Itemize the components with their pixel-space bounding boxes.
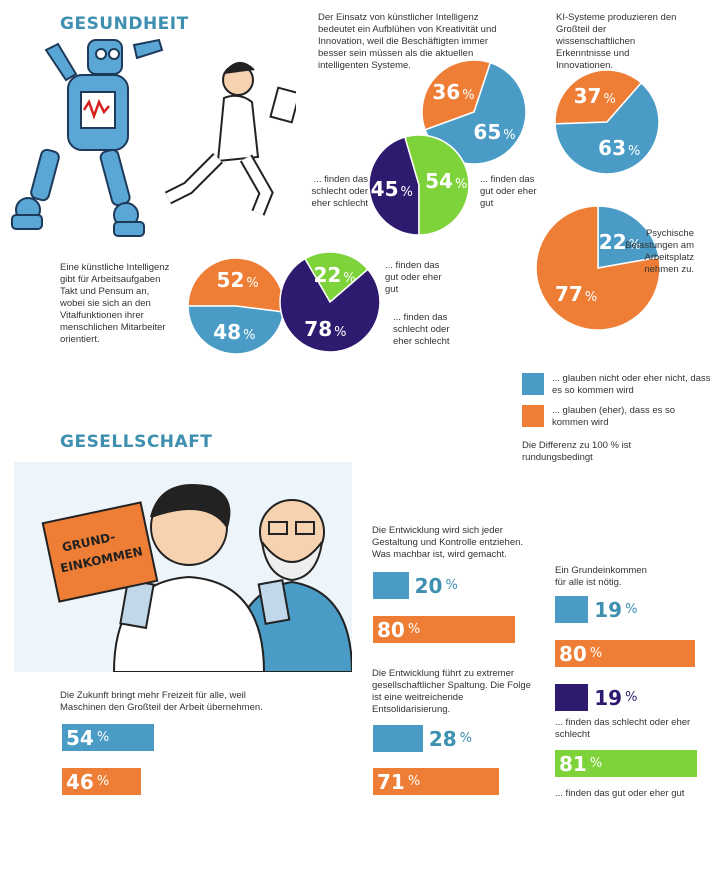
bar-spaltung-1 [373, 768, 500, 795]
label-finden-gut-2: ... finden das gut oder eher gut [385, 260, 442, 295]
pie-slice-kreativitaet_bewertung-1 [403, 134, 470, 236]
pie-label-ki_erkenntnisse-1: 63% [598, 135, 641, 160]
pie-slice-takt_bewertung-0 [303, 251, 369, 304]
legend-label-orange: ... glauben (eher), dass es so kommen wi… [552, 405, 676, 428]
pie-label-ki_erkenntnisse-0: 37% [573, 84, 616, 109]
bar-label-grundeinkommen-3: 81% [559, 751, 603, 776]
bar-label-grundeinkommen-0: 19% [594, 597, 638, 622]
note-freizeit: Die Zukunft bringt mehr Freizeit für all… [60, 690, 263, 713]
bar-freizeit-0 [62, 724, 155, 751]
pie-slice-belastungen-1 [535, 205, 661, 331]
pie-label-takt_bewertung-0: 22% [313, 262, 356, 287]
note-grundeinkommen: Ein Grundeinkommen für alle ist nötig. [555, 565, 647, 588]
bar-kontrolle-1 [373, 616, 516, 643]
young-man-icon [112, 484, 266, 672]
label-finden-schlecht-2: ... finden das schlecht oder eher schlec… [393, 312, 450, 347]
pie-slice-kreativitaet-0 [421, 59, 492, 131]
pie-label-kreativitaet-1: 65% [473, 119, 516, 144]
label-finden-gut-1: ... finden das gut oder eher gut [480, 174, 537, 209]
bar-label-kontrolle-0: 20% [414, 573, 458, 598]
bar-grundeinkommen-0 [555, 596, 589, 623]
note-ki-erkenntnisse: KI-Systeme produzieren den Großteil der … [556, 12, 677, 71]
legend-label-blue: ... glauben nicht oder eher nicht, dass … [552, 373, 711, 396]
running-man-icon [164, 62, 296, 216]
note-kreativitaet: Der Einsatz von künstlicher Intelligenz … [318, 12, 497, 71]
legend-swatch-blue [522, 373, 544, 395]
bar-spaltung-0 [373, 725, 423, 752]
pie-label-takt_pensum-1: 48% [213, 320, 256, 345]
bar-label-grundeinkommen-2: 19% [594, 685, 638, 710]
pie-slice-ki_erkenntnisse-1 [554, 81, 660, 175]
pie-slice-belastungen-0 [597, 205, 660, 269]
bar-label-grundeinkommen-1: 80% [559, 641, 603, 666]
note-takt-pensum: Eine künstliche Intelligenz gibt für Arb… [60, 262, 170, 345]
bar-label-freizeit-0: 54% [66, 725, 110, 750]
pie-label-takt_pensum-0: 52% [216, 267, 259, 292]
legend-swatch-orange [522, 405, 544, 427]
note-belastungen: Psychische Belastungen am Arbeitsplatz n… [625, 228, 694, 275]
grundeinkommen-illustration: GRUND- EINKOMMEN [14, 462, 352, 672]
pie-label-belastungen-1: 77% [554, 282, 598, 307]
note-spaltung: Die Entwicklung führt zu extremer gesell… [372, 668, 531, 715]
label-finden-schlecht-3: ... finden das schlecht oder eher schlec… [555, 717, 691, 740]
pie-label-takt_bewertung-1: 78% [304, 317, 347, 342]
label-finden-gut-3: ... finden das gut oder eher gut [555, 788, 685, 799]
pie-label-belastungen-0: 22% [598, 229, 642, 254]
pie-slice-takt_bewertung-1 [279, 257, 381, 353]
pie-slice-takt_pensum-1 [187, 305, 285, 355]
pie-label-kreativitaet-0: 36% [432, 80, 475, 105]
grundeinkommen-sign: GRUND- EINKOMMEN [41, 501, 159, 603]
pie-label-kreativitaet_bewertung-1: 54% [425, 169, 468, 194]
bar-label-freizeit-1: 46% [66, 769, 110, 794]
legend-footnote: Die Differenz zu 100 % ist rundungsbedin… [522, 440, 632, 463]
bar-freizeit-1 [62, 768, 141, 795]
pie-slice-ki_erkenntnisse-0 [554, 69, 643, 125]
bar-grundeinkommen-2 [555, 684, 589, 711]
robot-icon [11, 38, 164, 237]
bar-grundeinkommen-1 [555, 640, 695, 667]
bar-label-spaltung-1: 71% [377, 769, 421, 794]
bar-label-spaltung-0: 28% [428, 726, 473, 751]
bar-label-kontrolle-1: 80% [377, 617, 421, 642]
bar-kontrolle-0 [373, 572, 409, 599]
section-title-gesellschaft: GESELLSCHAFT [60, 432, 213, 452]
pie-slice-kreativitaet_bewertung-0 [368, 136, 420, 236]
note-kontrolle: Die Entwicklung wird sich jeder Gestaltu… [372, 525, 524, 560]
section-title-gesundheit: GESUNDHEIT [60, 14, 189, 34]
pie-label-kreativitaet_bewertung-0: 45% [370, 176, 413, 201]
label-finden-schlecht-1: ... finden das schlecht oder eher schlec… [311, 174, 368, 209]
robot-chase-illustration [11, 38, 296, 237]
bar-grundeinkommen-3 [555, 750, 697, 777]
